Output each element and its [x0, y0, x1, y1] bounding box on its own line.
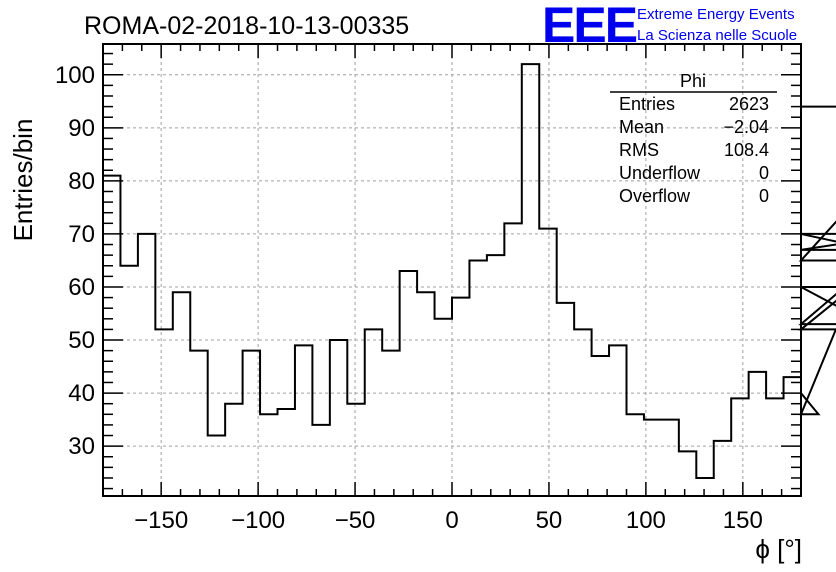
stats-value-underflow: 0 [759, 163, 769, 183]
eee-logo: EEE Extreme Energy Events La Scienza nel… [542, 0, 797, 53]
x-tick-label: −100 [231, 507, 285, 534]
stats-box: Phi Entries 2623 Mean −2.04 RMS 108.4 Un… [610, 71, 777, 206]
plot-frame [102, 43, 802, 497]
y-tick-label: 100 [55, 62, 95, 89]
eee-logo-line2: La Scienza nelle Scuole [637, 27, 797, 44]
chart-title: ROMA-02-2018-10-13-00335 [84, 12, 409, 40]
y-tick-labels: 30 40 50 60 70 80 90 100 [55, 62, 95, 460]
stats-label-underflow: Underflow [619, 163, 701, 183]
axis-ticks [102, 44, 802, 496]
stats-value-entries: 2623 [729, 94, 769, 114]
x-tick-label: 50 [536, 507, 563, 534]
x-tick-labels: −150 −100 −50 0 50 100 150 [134, 507, 763, 534]
y-tick-label: 40 [68, 380, 95, 407]
y-tick-label: 50 [68, 327, 95, 354]
stats-label-rms: RMS [619, 140, 659, 160]
stats-value-rms: 108.4 [724, 140, 769, 160]
eee-logo-line1: Extreme Energy Events [637, 6, 795, 23]
histogram-line [103, 63, 836, 479]
x-tick-label: −50 [335, 507, 376, 534]
x-tick-label: 150 [723, 507, 763, 534]
stats-value-overflow: 0 [759, 186, 769, 206]
x-axis-label: ϕ [°] [755, 534, 802, 564]
y-tick-label: 30 [68, 433, 95, 460]
grid-lines [103, 44, 801, 496]
stats-title: Phi [680, 71, 706, 91]
y-tick-label: 90 [68, 115, 95, 142]
x-tick-label: 0 [445, 507, 458, 534]
stats-label-mean: Mean [619, 117, 664, 137]
x-tick-label: −150 [134, 507, 188, 534]
y-tick-label: 70 [68, 221, 95, 248]
stats-label-overflow: Overflow [619, 186, 691, 206]
stats-label-entries: Entries [619, 94, 675, 114]
eee-logo-mark: EEE [542, 0, 637, 53]
stats-value-mean: −2.04 [723, 117, 769, 137]
y-tick-label: 60 [68, 274, 95, 301]
y-axis-label: Entries/bin [8, 119, 38, 242]
x-tick-label: 100 [626, 507, 666, 534]
y-tick-label: 80 [68, 168, 95, 195]
